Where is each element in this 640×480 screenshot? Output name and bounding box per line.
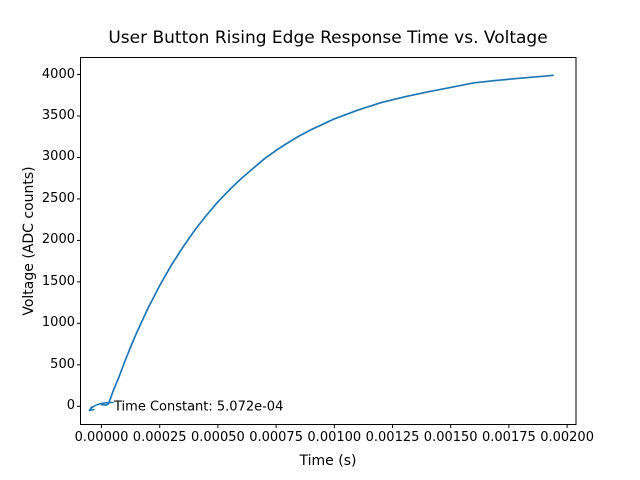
time-constant-annotation: Time Constant: 5.072e-04 [114,399,284,415]
x-tick-label: 0.00050 [191,430,245,445]
response-curve [100,74,554,406]
y-tick-label: 3500 [41,107,75,123]
x-tick-label: 0.00175 [482,430,536,445]
x-tick-label: 0.00025 [132,430,187,445]
y-tick-label: 2500 [41,190,75,206]
x-tick-label: 0.00200 [540,430,594,445]
annotation-arrow-icon [88,401,114,412]
y-tick-label: 1500 [41,273,75,289]
x-tick-label: 0.00150 [423,430,478,445]
y-axis-ticks [77,74,81,407]
chart-title: User Button Rising Edge Response Time vs… [108,28,548,48]
y-tick-label: 0 [66,398,75,414]
x-tick-label: 0.00125 [365,430,420,445]
x-tick-label: 0.00100 [307,430,362,445]
y-tick-label: 4000 [41,66,75,82]
y-tick-label: 2000 [41,232,75,248]
x-tick-label: 0.00075 [249,430,303,445]
x-axis-label: Time (s) [299,453,357,469]
plot-area [80,57,577,425]
y-tick-label: 3000 [41,149,75,165]
y-tick-label: 500 [50,356,75,372]
x-tick-label: 0.00000 [74,430,129,445]
x-axis-ticks [101,424,568,428]
y-tick-label: 1000 [41,315,75,331]
